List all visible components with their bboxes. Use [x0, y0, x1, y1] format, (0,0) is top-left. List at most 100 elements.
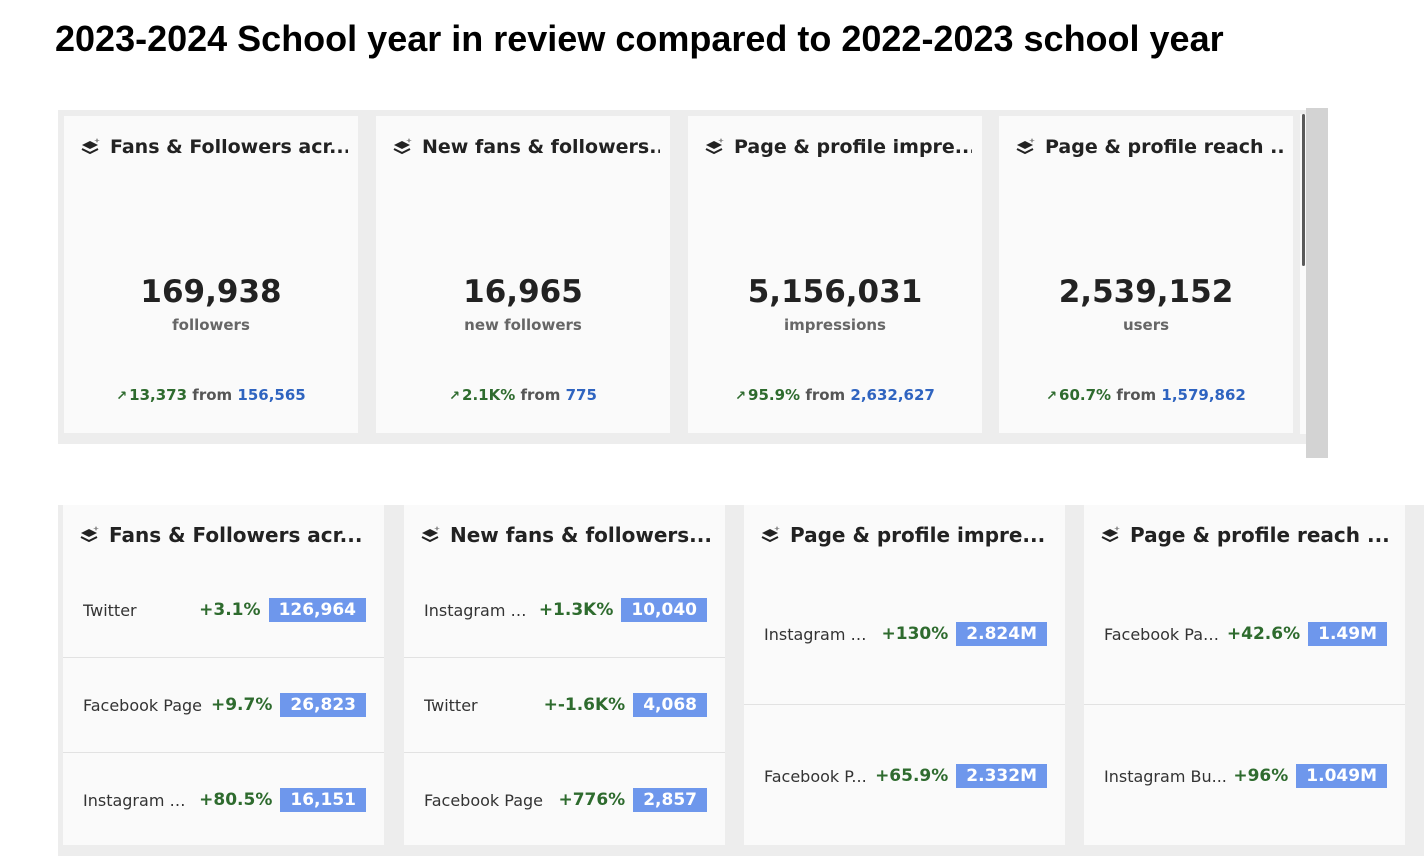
metric-value: 2,539,152	[999, 274, 1293, 310]
change-line: ↗ 60.7% from 1,579,862	[999, 386, 1293, 404]
arrow-up-right-icon: ↗	[449, 389, 460, 404]
layers-sparkle-icon	[420, 525, 442, 545]
row-value-badge: 16,151	[280, 788, 366, 812]
card-title-text: Page & profile impre...	[790, 523, 1045, 547]
card-title: Page & profile impre...	[704, 136, 972, 158]
divider	[404, 752, 725, 753]
card-title-text: Fans & Followers acr...	[110, 136, 348, 158]
card-title: Fans & Followers acr...	[80, 136, 348, 158]
card-title: Fans & Followers acr...	[79, 523, 374, 547]
page-title: 2023-2024 School year in review compared…	[55, 18, 1224, 60]
previous-value: 775	[566, 386, 597, 404]
metric-unit: new followers	[376, 316, 670, 334]
card-title-text: Fans & Followers acr...	[109, 523, 362, 547]
breakdown-card-impressions[interactable]: Page & profile impre... Instagram B... +…	[744, 505, 1065, 845]
change-line: ↗ 13,373 from 156,565	[64, 386, 358, 404]
breakdown-card-fans-followers[interactable]: Fans & Followers acr... Twitter +3.1% 12…	[63, 505, 384, 845]
arrow-up-right-icon: ↗	[1046, 389, 1057, 404]
row-value-badge: 26,823	[280, 693, 366, 717]
list-item[interactable]: Twitter +-1.6K% 4,068	[404, 688, 725, 722]
layers-sparkle-icon	[79, 525, 101, 545]
row-label: Facebook Page	[83, 696, 205, 715]
row-label: Facebook Page	[1104, 625, 1221, 644]
layers-sparkle-icon	[80, 137, 102, 157]
layers-sparkle-icon	[392, 137, 414, 157]
list-item[interactable]: Facebook Page +9.7% 26,823	[63, 688, 384, 722]
scrollbar[interactable]	[1306, 108, 1328, 458]
list-item[interactable]: Facebook Page +776% 2,857	[404, 783, 725, 817]
card-title-text: Page & profile impre...	[734, 136, 972, 158]
row-value-badge: 4,068	[633, 693, 707, 717]
from-label: from	[805, 386, 845, 404]
row-label: Facebook Page	[424, 791, 552, 810]
change-value: 13,373	[129, 386, 187, 404]
card-title-text: New fans & followers...	[422, 136, 660, 158]
summary-card-reach[interactable]: Page & profile reach ... 2,539,152 users…	[999, 116, 1293, 433]
row-value-badge: 10,040	[621, 598, 707, 622]
divider	[404, 657, 725, 658]
card-title: New fans & followers...	[392, 136, 660, 158]
row-change: +80.5%	[199, 790, 272, 810]
list-item[interactable]: Instagram Bu... +96% 1.049M	[1084, 759, 1405, 793]
card-title: Page & profile impre...	[760, 523, 1055, 547]
row-change: +65.9%	[875, 766, 948, 786]
change-value: 60.7%	[1059, 386, 1111, 404]
row-value-badge: 126,964	[269, 598, 366, 622]
breakdown-card-new-followers[interactable]: New fans & followers... Instagram B... +…	[404, 505, 725, 845]
divider	[63, 752, 384, 753]
summary-card-fans-followers[interactable]: Fans & Followers acr... 169,938 follower…	[64, 116, 358, 433]
scroll-thumb[interactable]	[1302, 114, 1305, 266]
summary-card-impressions[interactable]: Page & profile impre... 5,156,031 impres…	[688, 116, 982, 433]
arrow-up-right-icon: ↗	[735, 389, 746, 404]
list-item[interactable]: Instagram B... +1.3K% 10,040	[404, 593, 725, 627]
row-change: +42.6%	[1227, 624, 1300, 644]
previous-value: 2,632,627	[850, 386, 934, 404]
row-change: +3.1%	[199, 600, 260, 620]
row-value-badge: 2.332M	[956, 764, 1047, 788]
card-title: Page & profile reach ...	[1100, 523, 1395, 547]
metric-value: 169,938	[64, 274, 358, 310]
layers-sparkle-icon	[704, 137, 726, 157]
row-label: Instagram Bu...	[1104, 767, 1227, 786]
row-label: Facebook P...	[764, 767, 869, 786]
list-item[interactable]: Facebook Page +42.6% 1.49M	[1084, 617, 1405, 651]
summary-card-new-followers[interactable]: New fans & followers... 16,965 new follo…	[376, 116, 670, 433]
row-change: +776%	[558, 790, 625, 810]
previous-value: 156,565	[237, 386, 305, 404]
row-label: Instagram B...	[764, 625, 876, 644]
change-line: ↗ 2.1K% from 775	[376, 386, 670, 404]
layers-sparkle-icon	[1100, 525, 1122, 545]
metric-unit: followers	[64, 316, 358, 334]
row-label: Instagram B...	[83, 791, 193, 810]
row-value-badge: 2.824M	[956, 622, 1047, 646]
row-change: +130%	[882, 624, 949, 644]
row-change: +96%	[1233, 766, 1288, 786]
card-title-text: Page & profile reach ...	[1130, 523, 1390, 547]
list-item[interactable]: Instagram B... +80.5% 16,151	[63, 783, 384, 817]
divider	[1084, 704, 1405, 705]
list-item[interactable]: Facebook P... +65.9% 2.332M	[744, 759, 1065, 793]
card-title: Page & profile reach ...	[1015, 136, 1283, 158]
layers-sparkle-icon	[760, 525, 782, 545]
metric-value: 16,965	[376, 274, 670, 310]
layers-sparkle-icon	[1015, 137, 1037, 157]
row-label: Twitter	[83, 601, 193, 620]
change-value: 95.9%	[748, 386, 800, 404]
row-change: +-1.6K%	[544, 695, 626, 715]
card-title-text: Page & profile reach ...	[1045, 136, 1283, 158]
row-label: Twitter	[424, 696, 538, 715]
divider	[744, 704, 1065, 705]
list-item[interactable]: Twitter +3.1% 126,964	[63, 593, 384, 627]
card-title-text: New fans & followers...	[450, 523, 712, 547]
from-label: from	[1116, 386, 1156, 404]
row-value-badge: 1.049M	[1296, 764, 1387, 788]
list-item[interactable]: Instagram B... +130% 2.824M	[744, 617, 1065, 651]
breakdown-card-reach[interactable]: Page & profile reach ... Facebook Page +…	[1084, 505, 1405, 845]
row-value-badge: 1.49M	[1308, 622, 1387, 646]
change-line: ↗ 95.9% from 2,632,627	[688, 386, 982, 404]
from-label: from	[192, 386, 232, 404]
metric-unit: impressions	[688, 316, 982, 334]
row-value-badge: 2,857	[633, 788, 707, 812]
previous-value: 1,579,862	[1161, 386, 1245, 404]
from-label: from	[520, 386, 560, 404]
